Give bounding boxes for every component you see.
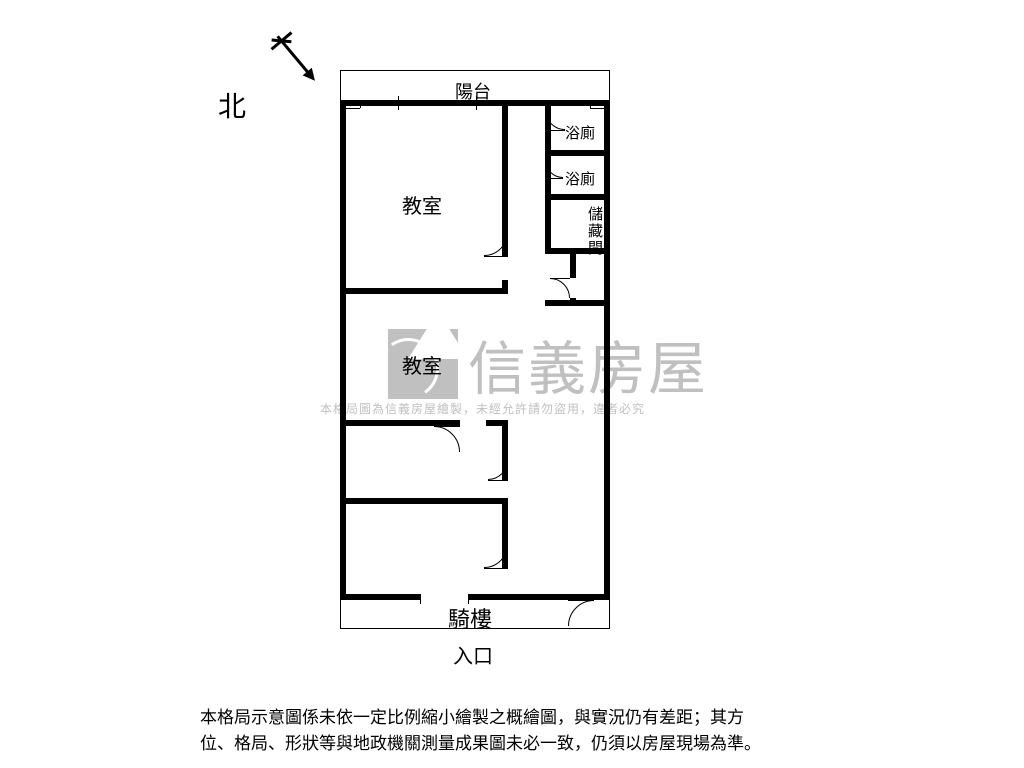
- outer-wall-3: [340, 594, 420, 600]
- disclaimer-line2: 位、格局、形狀等與地政機關測量成果圖未必一致，仍須以房屋現場為準。: [200, 731, 761, 757]
- door-leaf-2: [545, 178, 563, 179]
- interior-wall-6: [340, 498, 508, 504]
- door-arc-3: [530, 278, 570, 318]
- door-leaf-1: [545, 130, 565, 131]
- disclaimer: 本格局示意圖係未依一定比例縮小繪製之概繪圖，與實況仍有差距；其方 位、格局、形狀…: [200, 705, 761, 756]
- balcony-line-5: [340, 108, 360, 109]
- room-label-arcade: 騎樓: [448, 602, 492, 634]
- interior-wall-2: [502, 280, 508, 294]
- north-label: 北: [218, 85, 246, 125]
- room-label-bath-1: 浴廁: [565, 122, 595, 143]
- arcade-line-2: [609, 600, 610, 628]
- door-arc-0: [460, 208, 508, 256]
- balcony-line-6: [590, 108, 610, 109]
- door-leaf-3: [550, 278, 570, 279]
- door-leaf-6: [484, 568, 508, 569]
- room-label-classroom-1: 教室: [402, 190, 442, 219]
- entry-jamb-right: [468, 594, 469, 604]
- interior-wall-14: [545, 300, 610, 306]
- balcony-line-3: [360, 100, 361, 108]
- door-leaf-4: [434, 426, 460, 427]
- room-label-bath-2: 浴廁: [565, 168, 595, 189]
- balcony-line-0: [340, 70, 610, 71]
- interior-wall-8: [545, 106, 551, 254]
- compass-arrow-icon: [260, 22, 330, 92]
- outer-wall-2: [604, 100, 610, 600]
- floor-plan: 陽台教室浴廁浴廁儲藏間教室騎樓入口: [340, 70, 610, 655]
- interior-wall-9: [545, 150, 605, 156]
- balcony-line-4: [590, 100, 591, 108]
- entry-jamb-left: [420, 594, 421, 604]
- door-leaf-0: [484, 256, 508, 257]
- room-label-balcony: 陽台: [455, 78, 491, 104]
- interior-wall-12: [570, 248, 576, 278]
- balcony-line-1: [340, 70, 341, 100]
- room-label-storage: 儲藏間: [584, 206, 605, 257]
- outer-wall-1: [340, 100, 346, 600]
- door-arc-4: [408, 426, 460, 478]
- window-tick-0: [398, 96, 399, 110]
- door-leaf-5: [488, 480, 508, 481]
- interior-wall-0: [340, 288, 508, 294]
- canvas: 北 信義房屋 本格局圖為信義房屋繪製，未經允許請勿盜用，違者必究 陽台教室浴廁浴…: [0, 0, 1024, 768]
- door-arc-6: [460, 520, 508, 568]
- room-label-entry: 入口: [453, 640, 493, 669]
- room-label-classroom-2: 教室: [402, 350, 442, 379]
- door-leaf-7: [568, 600, 594, 601]
- interior-wall-10: [545, 194, 610, 200]
- arcade-line-1: [340, 600, 341, 628]
- balcony-line-2: [609, 70, 610, 100]
- disclaimer-line1: 本格局示意圖係未依一定比例縮小繪製之概繪圖，與實況仍有差距；其方: [200, 705, 761, 731]
- door-arc-7: [568, 600, 620, 652]
